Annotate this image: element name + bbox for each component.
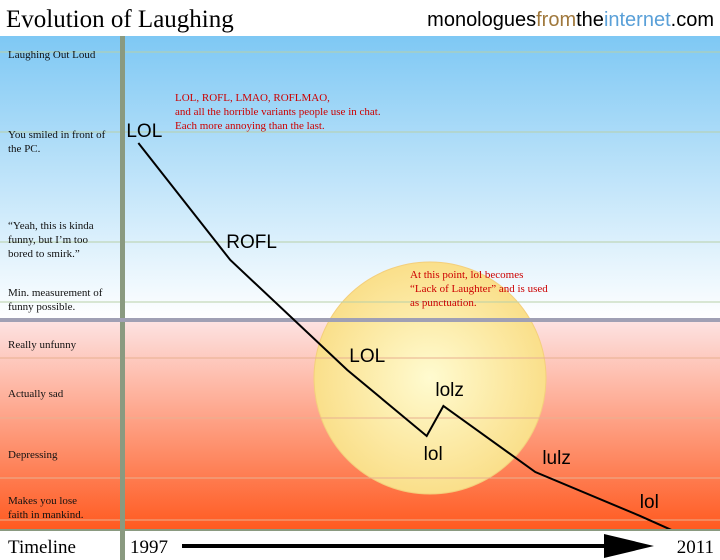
- point-label: LOL: [349, 346, 385, 367]
- point-label: lol: [424, 444, 443, 465]
- annotation-variants-line-3: Each more annoying than the last.: [175, 120, 325, 132]
- x-tick-start: 1997: [130, 537, 168, 558]
- y-level-label: Actually sad: [8, 388, 64, 400]
- header-bar: [0, 0, 720, 36]
- brand-part-5: .com: [671, 9, 714, 31]
- brand-part-4: internet: [604, 9, 671, 31]
- point-label: lol: [640, 492, 659, 513]
- y-level-labels: Laughing Out Loud You smiled in front of t…: [8, 49, 106, 521]
- annotation-variants-line-2: and all the horrible variants people use…: [175, 106, 381, 118]
- laugh-series-line: [137, 142, 716, 551]
- x-axis-label: Timeline: [8, 537, 76, 558]
- y-level-label: Laughing Out Loud: [8, 49, 96, 61]
- point-label: LOL: [126, 121, 162, 142]
- sky-background: [0, 36, 720, 319]
- brand-logo: monologuesfromtheinternet.com: [427, 9, 714, 31]
- laugh-line: [137, 142, 716, 551]
- brand-part-3: the: [576, 9, 604, 31]
- y-axis-bar: [120, 36, 125, 529]
- y-level-label: Really unfunny: [8, 339, 77, 351]
- brand-part-2: from: [536, 9, 576, 31]
- chart-title: Evolution of Laughing: [6, 6, 234, 33]
- point-label: lolz: [435, 380, 464, 401]
- point-labels: LOLROFLLOLlollolzlulzlolte: [126, 121, 720, 558]
- y-level-label: Depressing: [8, 449, 58, 461]
- annotation-lol-line-2: “Lack of Laughter” and is used: [410, 283, 548, 295]
- point-label: lulz: [542, 448, 571, 469]
- annotation-lack-of-laughter: At this point, lol becomes “Lack of Laug…: [410, 269, 548, 309]
- timeline-top-border: [0, 529, 720, 531]
- y-level-label: Makes you lose faith in mankind.: [8, 495, 84, 521]
- y-level-label: “Yeah, this is kinda funny, but I’m too bo…: [8, 220, 94, 260]
- timeline-axis-continuation: [120, 529, 125, 560]
- timeline-arrow-head: [604, 534, 654, 558]
- annotation-variants-line-1: LOL, ROFL, LMAO, ROFLMAO,: [175, 92, 330, 104]
- x-tick-end: 2011: [677, 537, 714, 558]
- brand-part-1: monologues: [427, 9, 536, 31]
- annotation-variants: LOL, ROFL, LMAO, ROFLMAO, and all the ho…: [175, 92, 381, 132]
- annotation-lol-line-1: At this point, lol becomes: [410, 269, 523, 281]
- y-level-label: Min. measurement of funny possible.: [8, 287, 103, 313]
- point-label: ROFL: [226, 232, 277, 253]
- y-level-label: You smiled in front of the PC.: [8, 129, 106, 155]
- zero-divider: [0, 318, 720, 322]
- annotation-lol-line-3: as punctuation.: [410, 297, 477, 309]
